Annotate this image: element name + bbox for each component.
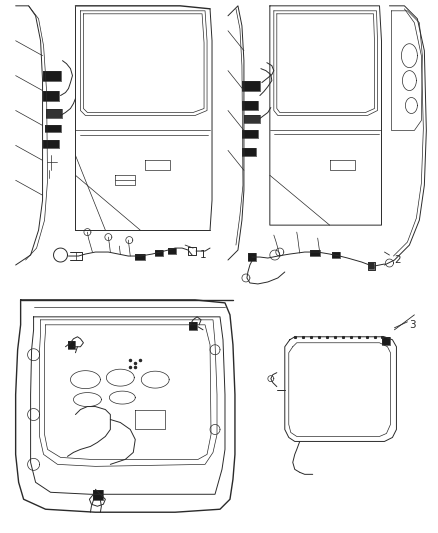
Polygon shape (382, 337, 390, 345)
Polygon shape (368, 263, 374, 269)
Polygon shape (45, 125, 60, 132)
Polygon shape (189, 322, 197, 330)
Polygon shape (244, 116, 260, 124)
Polygon shape (242, 148, 256, 156)
Polygon shape (155, 250, 163, 256)
Polygon shape (332, 252, 339, 258)
Polygon shape (42, 140, 59, 148)
Polygon shape (93, 490, 103, 500)
Polygon shape (46, 109, 63, 118)
Polygon shape (242, 80, 260, 91)
Text: 3: 3 (410, 320, 416, 330)
Polygon shape (68, 341, 75, 349)
Text: 1: 1 (200, 250, 207, 260)
Polygon shape (135, 254, 145, 260)
Text: 2: 2 (395, 255, 401, 265)
Polygon shape (248, 253, 256, 261)
Polygon shape (242, 101, 258, 110)
Polygon shape (310, 250, 320, 256)
Polygon shape (42, 71, 60, 80)
Polygon shape (168, 248, 176, 254)
Polygon shape (242, 131, 258, 139)
Polygon shape (42, 91, 59, 101)
